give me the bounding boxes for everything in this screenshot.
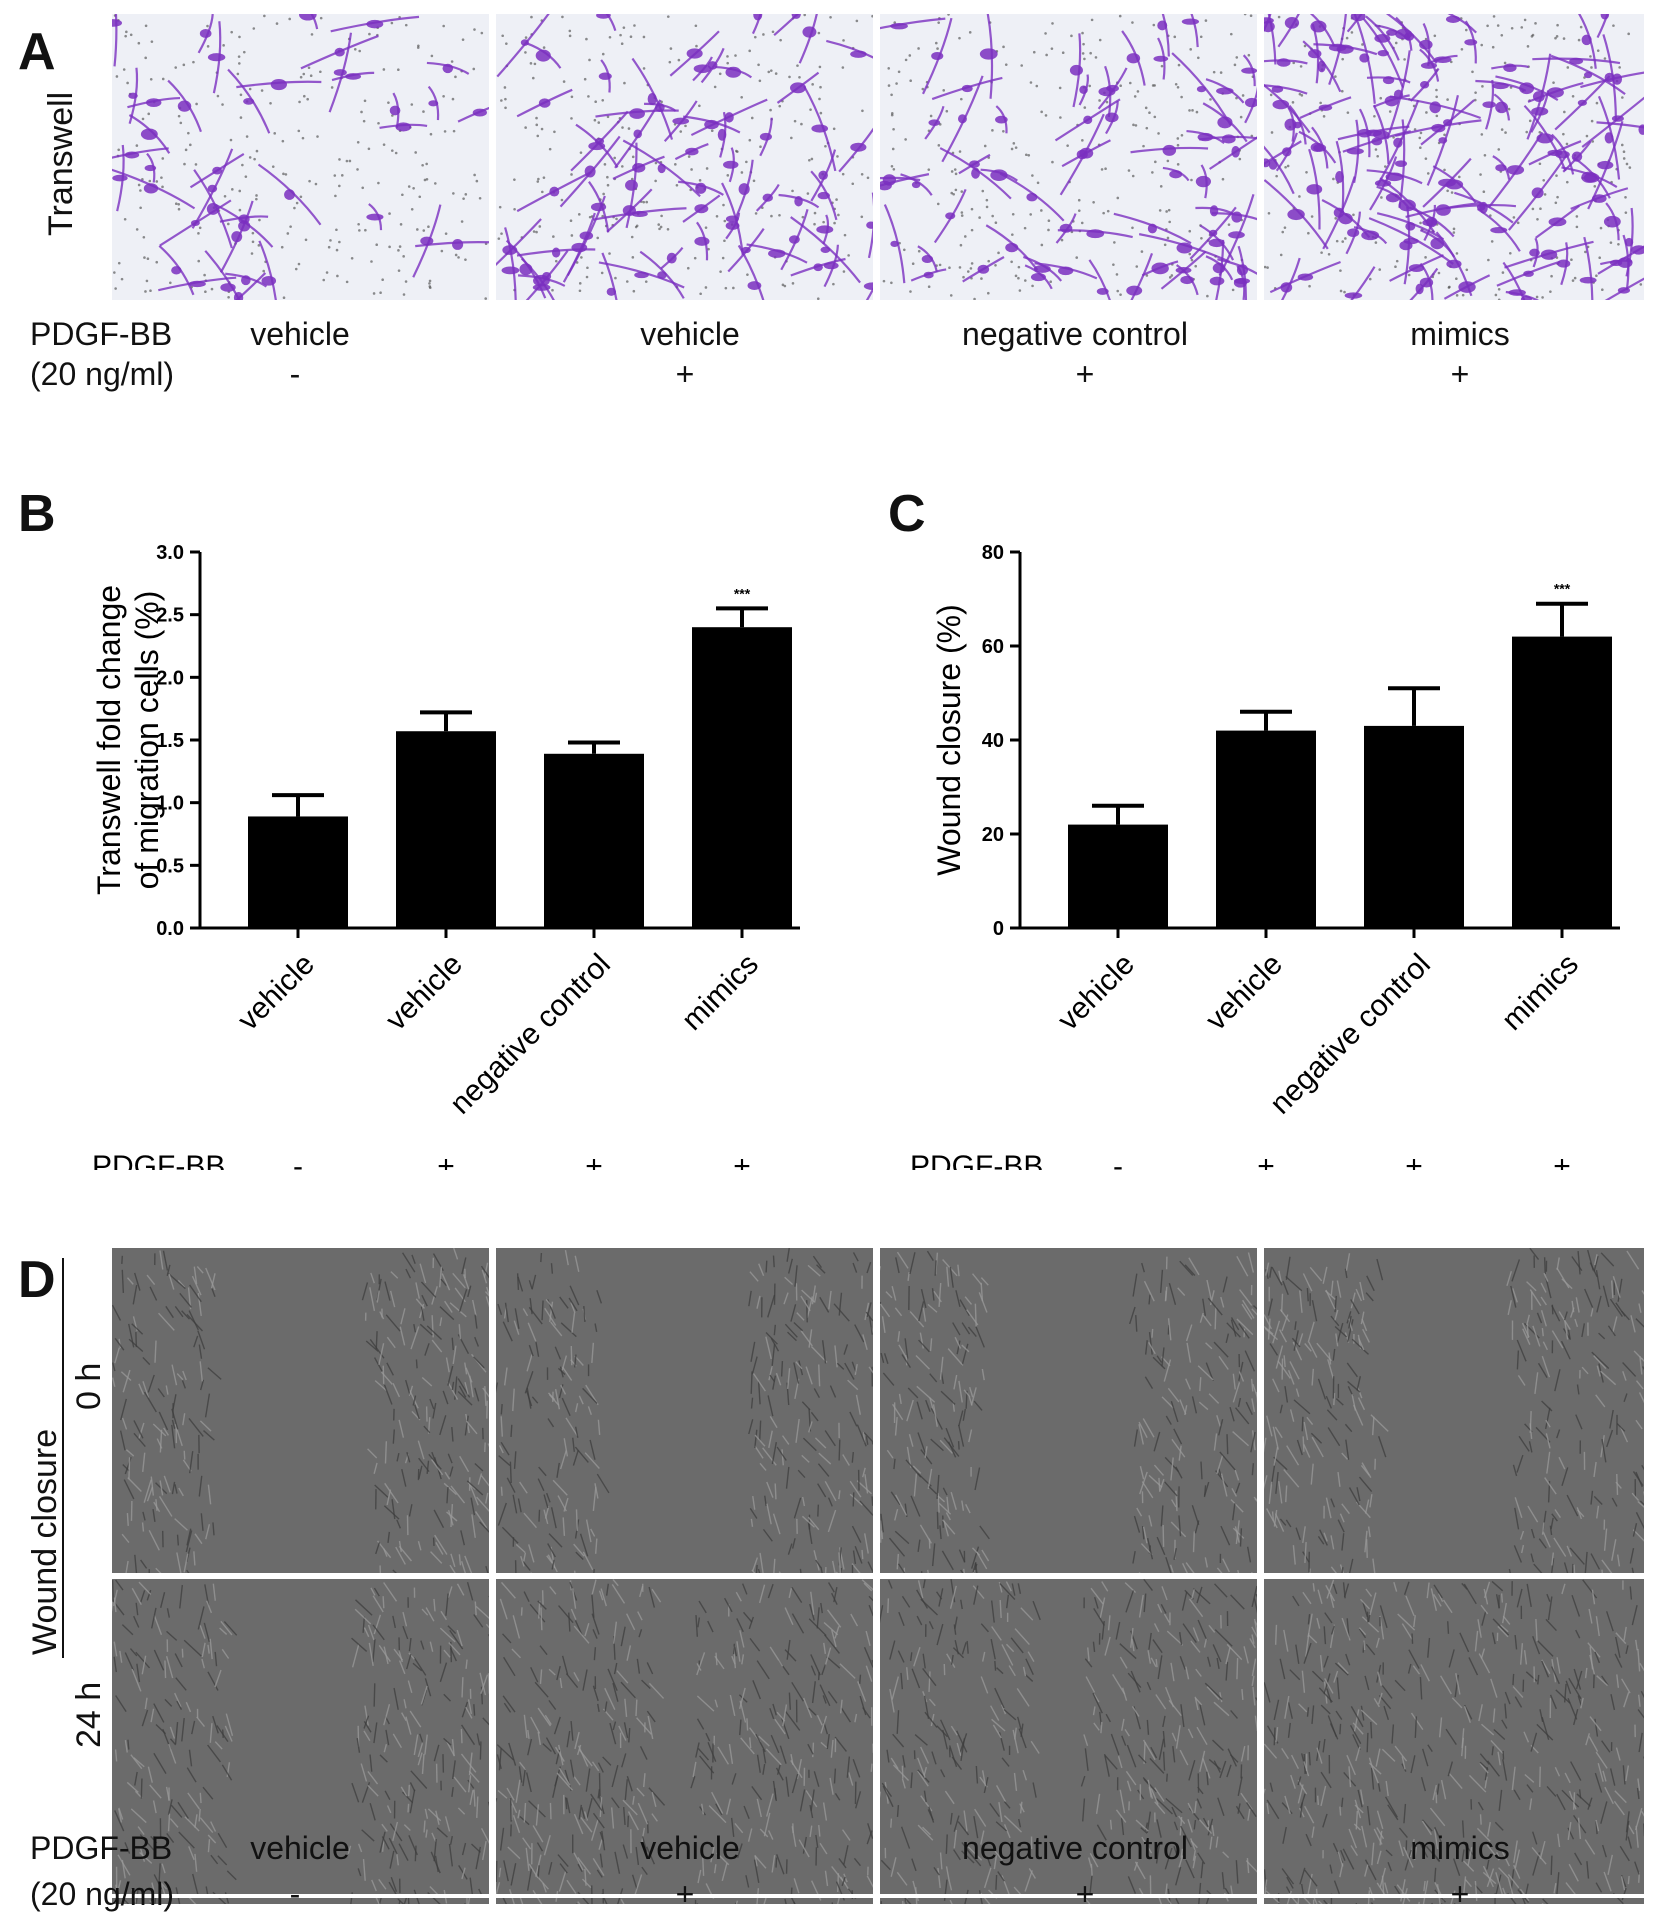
- bottom-spacer: [112, 1894, 1644, 1898]
- pdgf-label-a: PDGF-BB: [30, 316, 173, 352]
- transwell-image-2: [496, 14, 873, 300]
- y-tick-label: 2.0: [156, 667, 184, 689]
- bar: [248, 816, 348, 928]
- sign-d-3: +: [1075, 1876, 1095, 1912]
- wound-image-col-2: [496, 1248, 873, 1904]
- y-tick-label: 80: [982, 542, 1004, 564]
- group-label-a-3: negative control: [962, 316, 1188, 352]
- x-tick-label: negative control: [1264, 948, 1437, 1121]
- pdgf-dose-label-d: (20 ng/ml): [30, 1876, 175, 1912]
- transwell-bar-chart: 0.0 0.5 1.0 1.5 2.0 2.5 3.0 Transwell fold chan…: [91, 542, 800, 1170]
- pdgf-sign: +: [733, 1150, 751, 1170]
- pdgf-sign: -: [1113, 1150, 1123, 1170]
- x-tick-label: vehicle: [1200, 948, 1289, 1037]
- significance-marker: ***: [734, 585, 751, 601]
- bar: [1364, 725, 1464, 928]
- sign-d-4: +: [1450, 1876, 1470, 1912]
- bar: [544, 753, 644, 928]
- wound-closure-bar-chart: 0 20 40 60 80 Wound closure (%) vehicle - vehicl…: [910, 542, 1620, 1170]
- sign-a-1: -: [289, 356, 301, 392]
- pdgf-label-d: PDGF-BB: [30, 1830, 173, 1866]
- bar: [1068, 824, 1168, 928]
- y-tick-label: 0.0: [156, 918, 184, 940]
- significance-marker: ***: [1554, 581, 1571, 597]
- bar: [1512, 636, 1612, 928]
- x-tick-label: vehicle: [380, 948, 469, 1037]
- y-tick-label: 20: [982, 824, 1004, 846]
- panel-letter-d: D: [18, 1251, 56, 1309]
- y-tick-label: 0.5: [156, 855, 184, 877]
- y-tick-label: 2.5: [156, 605, 184, 627]
- sign-d-2: +: [675, 1876, 695, 1912]
- pdgf-sign: +: [1257, 1150, 1275, 1170]
- transwell-image-4: [1264, 14, 1644, 300]
- panel-letter-b: B: [18, 485, 56, 543]
- x-tick-label: negative control: [444, 948, 617, 1121]
- y-tick-label: 1.5: [156, 730, 184, 752]
- x-tick-label: vehicle: [1052, 948, 1141, 1037]
- sign-a-4: +: [1450, 356, 1470, 392]
- y-tick-label: 1.0: [156, 793, 184, 815]
- transwell-image-1: [112, 14, 489, 300]
- y-tick-label: 0: [993, 918, 1004, 940]
- panel-letter-c: C: [888, 485, 926, 543]
- bar: [396, 731, 496, 928]
- row-label-24h: 24 h: [70, 1681, 108, 1748]
- group-label-a-4: mimics: [1410, 316, 1510, 352]
- y-tick-label: 40: [982, 730, 1004, 752]
- y-axis-label: Wound closure (%): [931, 604, 967, 876]
- pdgf-sign: +: [585, 1150, 603, 1170]
- group-label-d-1: vehicle: [250, 1830, 350, 1866]
- wound-image-col-1: [112, 1248, 489, 1904]
- wound-image-col-3: [880, 1248, 1257, 1904]
- transwell-row-label: Transwell: [42, 91, 80, 236]
- group-label-a-1: vehicle: [250, 316, 350, 352]
- bar: [692, 627, 792, 928]
- x-tick-label: mimics: [1496, 948, 1585, 1037]
- sign-a-2: +: [675, 356, 695, 392]
- panel-letter-a: A: [18, 23, 56, 81]
- group-label-d-4: mimics: [1410, 1830, 1510, 1866]
- group-label-d-3: negative control: [962, 1830, 1188, 1866]
- y-axis-label: Transwell fold changeof migration cells …: [91, 585, 165, 895]
- x-tick-label: mimics: [676, 948, 765, 1037]
- pdgf-label: PDGF-BB: [910, 1150, 1043, 1170]
- sign-a-3: +: [1075, 356, 1095, 392]
- y-tick-label: 3.0: [156, 542, 184, 564]
- sign-d-1: -: [289, 1876, 301, 1912]
- transwell-image-3: [880, 14, 1257, 300]
- pdgf-sign: -: [293, 1150, 303, 1170]
- pdgf-dose-label-a: (20 ng/ml): [30, 356, 175, 392]
- row-label-divider: [62, 1258, 64, 1658]
- wound-image-col-4: [1264, 1248, 1644, 1904]
- bar: [1216, 730, 1316, 928]
- row-label-0h: 0 h: [70, 1362, 108, 1410]
- group-label-a-2: vehicle: [640, 316, 740, 352]
- pdgf-sign: +: [437, 1150, 455, 1170]
- group-label-d-2: vehicle: [640, 1830, 740, 1866]
- x-tick-label: vehicle: [232, 948, 321, 1037]
- pdgf-sign: +: [1553, 1150, 1571, 1170]
- wound-closure-row-title: Wound closure: [26, 1428, 64, 1655]
- pdgf-sign: +: [1405, 1150, 1423, 1170]
- y-tick-label: 60: [982, 636, 1004, 658]
- pdgf-label: PDGF-BB: [92, 1150, 225, 1170]
